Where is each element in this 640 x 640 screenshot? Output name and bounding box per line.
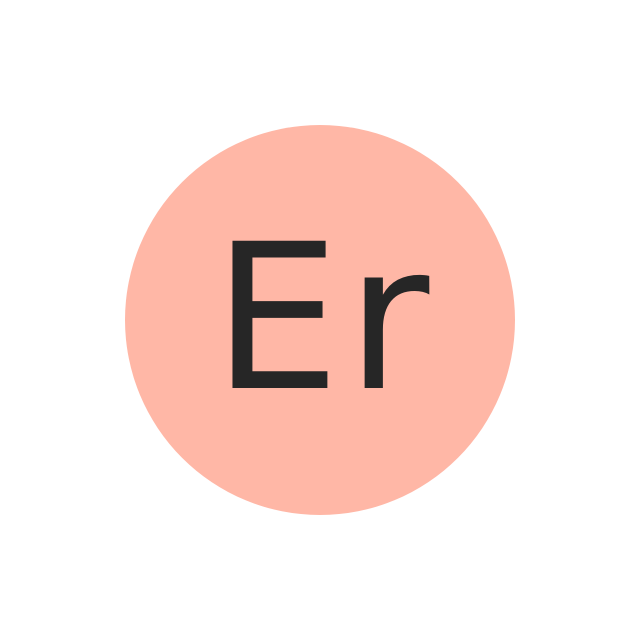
element-symbol: Er (212, 200, 436, 436)
element-badge: Er (125, 125, 515, 515)
